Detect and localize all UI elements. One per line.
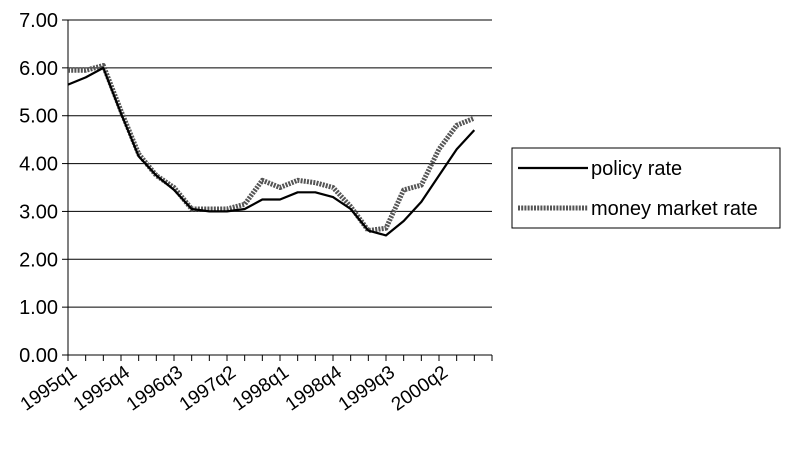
x-tick-label: 1996q3 [123,362,187,416]
x-tick-label: 1999q3 [335,362,399,416]
x-tick-label: 1997q2 [176,362,240,416]
series-line-policy-rate [67,66,476,237]
legend-label: policy rate [591,158,682,180]
y-tick-label: 7.00 [19,10,58,32]
x-tick-label: 2000q2 [388,362,452,416]
gridlines [68,19,492,308]
legend-box [511,147,781,229]
y-tick-label: 0.00 [19,345,58,367]
series-lines [67,63,476,237]
y-tick-label: 4.00 [19,154,58,176]
y-tick-label: 6.00 [19,58,58,80]
x-tick-label: 1995q4 [70,362,134,416]
x-tick-label: 1998q4 [282,362,346,416]
x-axis-ticks: 1995q11995q41996q31997q21998q11998q41999… [17,354,493,416]
series-line-money-market-rate [68,63,476,234]
x-tick-label: 1995q1 [17,362,81,416]
y-tick-label: 3.00 [19,201,58,223]
legend-label: money market rate [591,198,758,220]
y-tick-label: 1.00 [19,297,58,319]
y-axis-ticks: 0.00 1.00 2.00 3.00 4.00 5.00 6.00 7.00 [19,10,69,367]
y-tick-label: 5.00 [19,106,58,128]
legend: policy rate money market rate [511,147,781,229]
y-tick-label: 2.00 [19,249,58,271]
x-tick-label: 1998q1 [229,362,293,416]
